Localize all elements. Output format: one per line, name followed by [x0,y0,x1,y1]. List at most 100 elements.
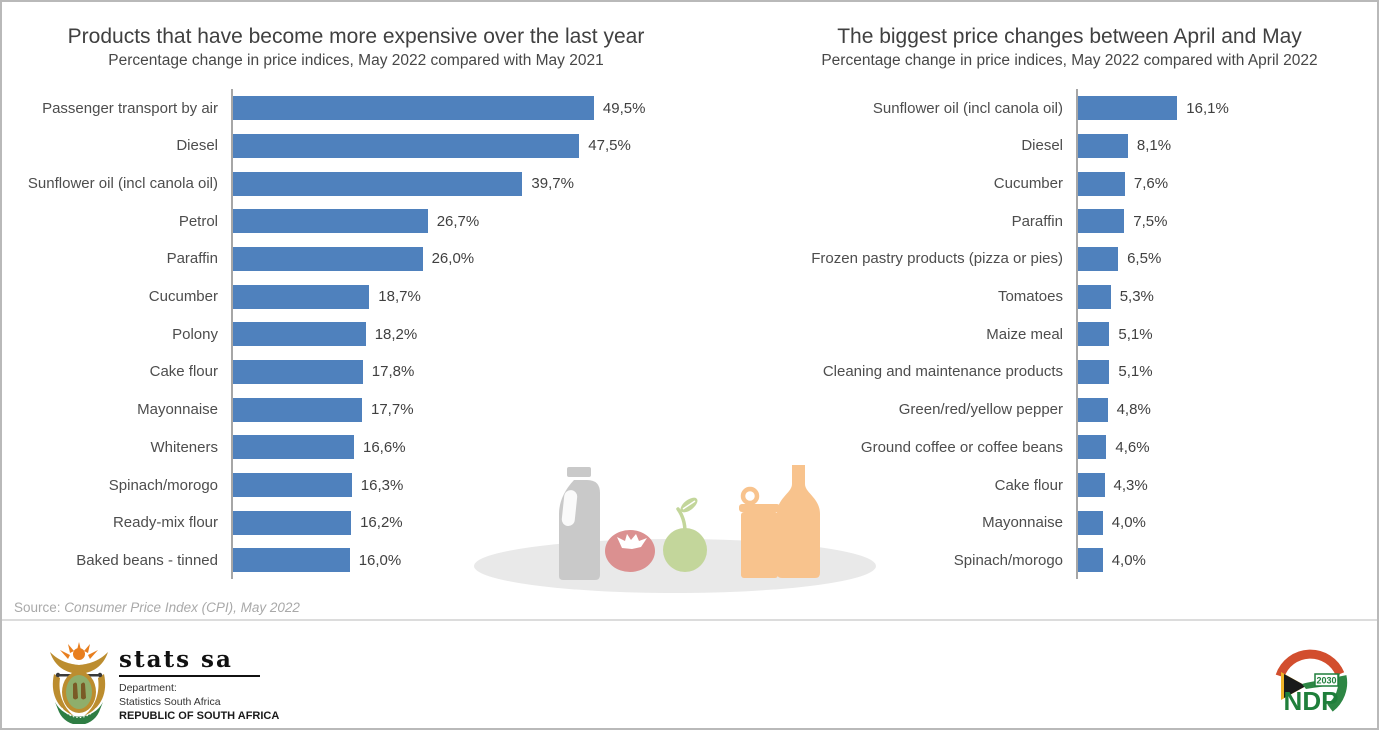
plot-area: 4,6% [1076,428,1369,467]
value-label: 7,6% [1133,175,1169,193]
category-label: Maize meal [986,325,1063,343]
value-label: 8,1% [1136,137,1172,155]
category-label: Petrol [178,212,218,230]
category-label: Ready-mix flour [112,514,218,532]
value-label: 26,7% [436,212,480,230]
chart-row: Paraffin 26,0% [12,240,700,278]
bar [233,435,354,460]
statssa-brand: stats sa [119,646,233,673]
value-label: 4,0% [1111,514,1146,532]
statssa-dept-line1: Department: [119,682,177,694]
chart-row: Maize meal 5,1% [702,315,1369,354]
value-label: 16,1% [1186,99,1229,117]
value-label: 5,3% [1119,288,1154,306]
plot-area: 5,1% [1076,315,1369,354]
chart-row: Green/red/yellow pepper 4,8% [702,390,1369,429]
coat-of-arms-south-africa-icon [50,642,108,724]
chart-row: Tomatoes 5,3% [702,277,1369,316]
value-label: 6,5% [1127,250,1162,268]
bar [1078,510,1103,535]
category-label: Frozen pastry products (pizza or pies) [811,250,1063,268]
statssa-rule [119,675,260,677]
value-label: 4,0% [1111,551,1146,569]
bar [1078,397,1108,422]
source-text: Consumer Price Index (CPI), May 2022 [64,600,300,615]
chart-row: Cucumber 18,7% [12,277,700,316]
category-label: Mayonnaise [982,514,1063,532]
chart-row: Polony 18,2% [12,315,700,354]
plot-area: 4,0% [1076,541,1369,580]
chart-row: Paraffin 7,5% [702,202,1369,241]
bar-rows: Passenger transport by air 49,5% Diesel 47,… [12,89,700,580]
statssa-dept-line2: Statistics South Africa [119,695,221,708]
category-label: Paraffin [166,250,218,268]
category-label: Paraffin [1011,212,1063,230]
chart-row: Ready-mix flour 16,2% [12,503,700,542]
plot-area: 5,1% [1076,353,1369,391]
value-label: 17,7% [371,401,414,419]
chart-row: Whiteners 16,6% [12,428,700,467]
plot-area: 5,3% [1076,277,1369,316]
bar [233,510,352,535]
chart-subtitle: Percentage change in price indices, May … [821,52,1318,70]
category-label: Tomatoes [997,288,1063,306]
source-label: Source: [14,600,65,615]
chart-monthly-price-changes: The biggest price changes between April … [702,16,1369,580]
chart-row: Frozen pastry products (pizza or pies) 6,… [702,240,1369,278]
bar [1078,284,1111,309]
chart-header: The biggest price changes between April … [702,24,1369,71]
chart-row: Sunflower oil (incl canola oil) 16,1% [702,89,1369,128]
value-label: 18,7% [378,288,421,306]
category-label: Spinach/morogo [953,551,1063,569]
chart-row: Spinach/morogo 16,3% [12,466,700,504]
chart-title: The biggest price changes between April … [837,25,1302,48]
value-label: 7,5% [1133,212,1168,230]
bar [1078,322,1110,347]
value-label: 16,6% [363,438,406,456]
tin-can-icon [739,486,780,578]
bar [1078,96,1178,121]
bar [233,322,366,347]
value-label: 5,1% [1118,363,1153,381]
value-label: 4,3% [1113,476,1148,494]
category-label: Baked beans - tinned [76,551,218,569]
bar [233,548,350,573]
chart-row: Sunflower oil (incl canola oil) 39,7% [12,164,700,203]
category-label: Cake flour [994,476,1063,494]
bar [1078,473,1105,498]
plot-area: 16,3% [231,466,700,504]
value-label: 16,0% [358,551,402,569]
value-label: 47,5% [588,137,631,155]
tomato-icon [605,530,655,572]
chart-row: Cake flour 17,8% [12,353,700,391]
bar [233,133,580,158]
plot-area: 16,6% [231,428,700,467]
chart-row: Cleaning and maintenance products 5,1% [702,353,1369,391]
plot-area: 16,1% [1076,89,1369,128]
plot-area: 7,6% [1076,164,1369,203]
chart-row: Cake flour 4,3% [702,466,1369,504]
footer-divider [2,619,1377,621]
chart-header: Products that have become more expensive… [12,24,700,71]
chart-row: Mayonnaise 4,0% [702,503,1369,542]
plot-area: 17,8% [231,353,700,391]
statssa-dept-line3: REPUBLIC OF SOUTH AFRICA [119,710,280,723]
bar [1078,209,1125,234]
plot-area: 18,2% [231,315,700,354]
category-label: Diesel [176,137,218,155]
chart-row: Ground coffee or coffee beans 4,6% [702,428,1369,467]
value-label: 16,3% [360,476,404,494]
bar [1078,548,1103,573]
category-label: Cucumber [148,288,218,306]
plot-area: 49,5% [231,89,700,128]
plot-area: 6,5% [1076,240,1369,278]
ndp-year: 2030 [1316,676,1336,686]
chart-row: Cucumber 7,6% [702,164,1369,203]
category-label: Sunflower oil (incl canola oil) [872,99,1063,117]
bar [233,397,362,422]
value-label: 18,2% [374,325,418,343]
plot-area: 39,7% [231,164,700,203]
value-label: 5,1% [1118,325,1153,343]
bar [1078,359,1110,384]
